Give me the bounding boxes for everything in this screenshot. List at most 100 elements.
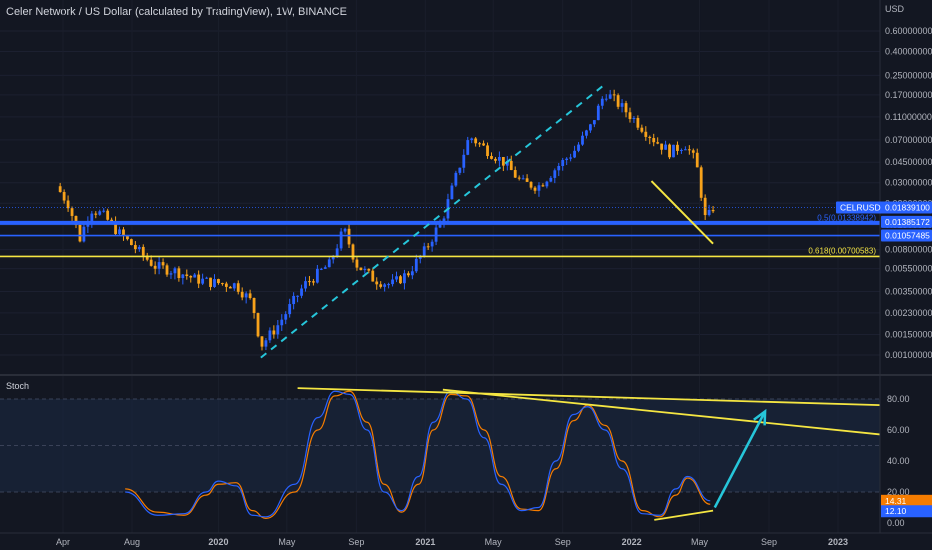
time-tick-label: Aug bbox=[124, 537, 140, 547]
candle-body bbox=[185, 274, 189, 277]
candle-body bbox=[399, 276, 402, 284]
candle-body bbox=[308, 281, 311, 283]
candle-body bbox=[616, 95, 620, 107]
candle-body bbox=[153, 265, 157, 269]
candle-body bbox=[165, 265, 169, 275]
candle-body bbox=[430, 241, 434, 247]
candle-body bbox=[181, 274, 185, 279]
candle-body bbox=[636, 118, 640, 128]
candle-body bbox=[640, 127, 644, 132]
candle-body bbox=[98, 211, 102, 215]
stoch-trendline-2 bbox=[442, 388, 880, 436]
candle-body bbox=[699, 167, 703, 198]
stoch-trendline-3 bbox=[654, 509, 714, 521]
candle-body bbox=[331, 256, 335, 260]
candle-body bbox=[379, 284, 383, 287]
candle-body bbox=[288, 304, 292, 315]
stoch-k-badge-bg bbox=[881, 494, 932, 507]
candle-body bbox=[110, 219, 114, 222]
candle-body bbox=[335, 248, 339, 257]
candle-body bbox=[201, 278, 205, 284]
candle-body bbox=[707, 209, 711, 216]
candle-body bbox=[383, 284, 387, 287]
candle-body bbox=[141, 246, 145, 256]
time-tick-label: 2020 bbox=[208, 537, 228, 547]
stoch-d-line bbox=[125, 390, 711, 519]
candle-body bbox=[486, 145, 489, 157]
candle-body bbox=[232, 283, 236, 289]
candle-body bbox=[529, 181, 533, 188]
candle-body bbox=[177, 268, 181, 279]
candle-body bbox=[450, 185, 454, 200]
candle-body bbox=[391, 279, 394, 285]
stoch-label: Stoch bbox=[6, 381, 29, 391]
candle-body bbox=[652, 138, 656, 143]
candle-body bbox=[367, 268, 371, 271]
candle-body bbox=[676, 144, 679, 151]
candle-body bbox=[244, 293, 248, 298]
candle-body bbox=[213, 279, 216, 287]
price-tick-label: 0.17000000 bbox=[885, 90, 932, 100]
candle-body bbox=[525, 178, 529, 182]
candle-body bbox=[517, 177, 521, 179]
candle-body bbox=[569, 157, 573, 159]
time-axis[interactable]: Apr Aug 2020 May Sep 2021 May Sep 2022 May Sep 2023 bbox=[56, 537, 848, 547]
last-price-badge-bg bbox=[881, 201, 932, 214]
candle-body bbox=[592, 120, 596, 125]
price-tick-label: 0.07000000 bbox=[885, 135, 932, 145]
candle-body bbox=[494, 158, 497, 161]
price-tick-label: 0.00100000 bbox=[885, 350, 932, 360]
level-1-badge-bg bbox=[881, 215, 932, 228]
candle-body bbox=[217, 279, 220, 284]
candle-body bbox=[573, 150, 576, 158]
stoch-tick-label: 40.00 bbox=[887, 456, 910, 466]
candle-body bbox=[126, 236, 129, 240]
candle-body bbox=[395, 276, 398, 280]
candle-body bbox=[118, 229, 121, 235]
fib-0618-label: 0.618(0.00700583) bbox=[808, 246, 876, 255]
stoch-trendlines bbox=[297, 387, 880, 521]
candle-body bbox=[284, 314, 288, 320]
candle-body bbox=[403, 273, 406, 284]
candle-body bbox=[561, 160, 565, 167]
candle-body bbox=[668, 144, 671, 158]
time-tick-label: May bbox=[278, 537, 296, 547]
candle-body bbox=[482, 143, 485, 146]
level-2-badge-bg bbox=[881, 229, 932, 242]
candle-body bbox=[577, 144, 580, 151]
candle-body bbox=[406, 273, 410, 276]
candle-body bbox=[434, 227, 438, 242]
candle-body bbox=[300, 288, 303, 296]
candle-body bbox=[129, 239, 133, 246]
candle-body bbox=[680, 149, 683, 151]
candle-body bbox=[660, 143, 664, 150]
stoch-axis[interactable]: 80.00 60.00 40.00 20.00 0.00 bbox=[887, 394, 910, 528]
candle-body bbox=[691, 150, 695, 153]
chart-title: Celer Network / US Dollar (calculated by… bbox=[6, 6, 347, 18]
candle-body bbox=[248, 293, 252, 298]
candle-body bbox=[74, 215, 78, 225]
candle-body bbox=[458, 167, 462, 173]
price-tick-label: 0.00550000 bbox=[885, 264, 932, 274]
candle-body bbox=[418, 255, 422, 259]
candle-body bbox=[656, 142, 660, 144]
candle-body bbox=[422, 246, 426, 256]
level-2-badge: 0.01057485 bbox=[885, 231, 930, 241]
candle-body bbox=[371, 270, 375, 282]
candle-body bbox=[628, 112, 632, 119]
cyan-arrow-head bbox=[753, 408, 767, 426]
candle-body bbox=[315, 268, 319, 283]
candle-body bbox=[351, 244, 355, 260]
price-axis[interactable]: 0.60000000 0.40000000 0.25000000 0.17000000… bbox=[885, 26, 932, 360]
yellow-trendline bbox=[650, 180, 714, 245]
candle-body bbox=[624, 103, 628, 113]
price-level-labels: 0.5(0.01338942) 0.618(0.00700583) bbox=[808, 214, 876, 256]
candle-body bbox=[264, 340, 268, 347]
stoch-d-badge-bg bbox=[881, 505, 932, 518]
stoch-tick-label: 80.00 bbox=[887, 394, 910, 404]
candle-body bbox=[581, 135, 584, 145]
candle-body bbox=[537, 185, 541, 191]
candle-body bbox=[292, 295, 296, 305]
candle-body bbox=[375, 281, 379, 285]
